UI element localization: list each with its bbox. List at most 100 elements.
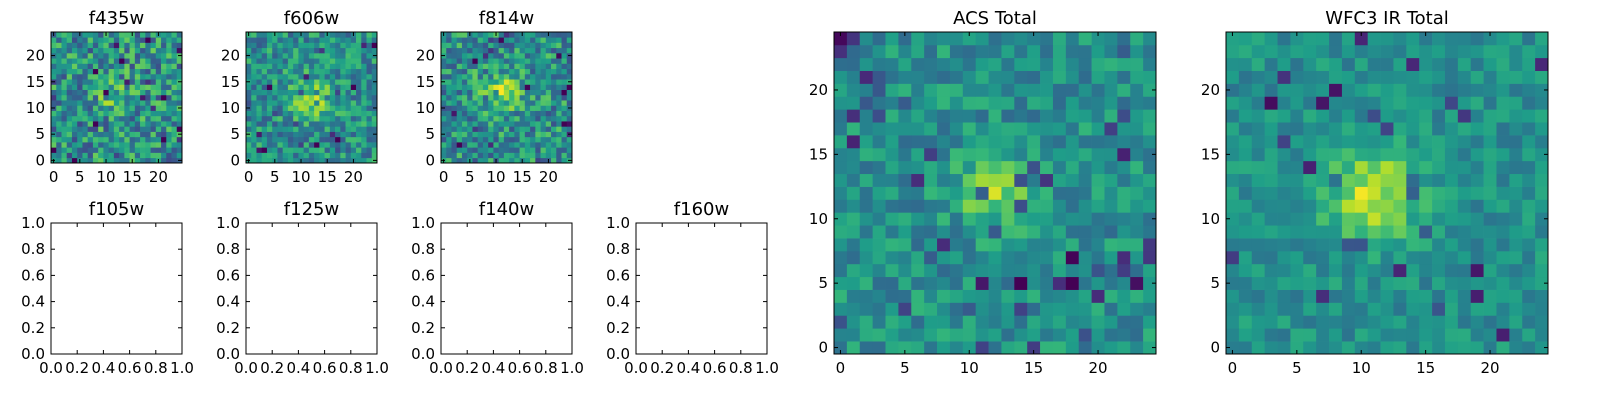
heatmap-cell: [108, 73, 115, 80]
heatmap-cell: [1522, 238, 1536, 252]
heatmap-cell: [1027, 341, 1041, 355]
heatmap-cell: [451, 105, 458, 111]
heatmap-cell: [140, 68, 146, 75]
heatmap-cell: [872, 302, 886, 316]
heatmap-cell: [140, 47, 146, 54]
heatmap-cell: [1104, 147, 1118, 162]
heatmap-cell: [155, 73, 162, 80]
heatmap-cell: [1091, 263, 1105, 278]
y-tick-label: 0.6: [411, 266, 435, 284]
heatmap-cell: [150, 79, 157, 85]
heatmap-cell: [498, 121, 505, 127]
heatmap-cell: [1130, 276, 1144, 290]
heatmap-cell: [66, 115, 73, 122]
heatmap-cell: [962, 238, 977, 252]
heatmap-cell: [350, 105, 357, 111]
heatmap-cell: [1027, 160, 1041, 175]
x-tick-label: 20: [1088, 359, 1107, 377]
heatmap-cell: [566, 121, 573, 127]
heatmap-cell: [519, 68, 526, 75]
heatmap-cell: [361, 105, 367, 111]
x-tick-label: 20: [344, 168, 363, 186]
axes-frame: [245, 222, 378, 355]
heatmap-cell: [566, 136, 573, 143]
heatmap-cell: [51, 121, 57, 127]
x-tick-label: 10: [291, 168, 310, 186]
heatmap-cell: [319, 100, 325, 106]
y-tick-label: 5: [230, 125, 240, 143]
heatmap-cell: [456, 84, 463, 90]
heatmap-cell: [87, 131, 94, 138]
heatmap-cell: [467, 142, 473, 148]
heatmap-cell: [282, 136, 289, 143]
heatmap-cell: [1341, 263, 1356, 278]
heatmap-cell: [885, 250, 899, 265]
heatmap-cell: [261, 121, 268, 127]
heatmap-cell: [561, 47, 568, 54]
heatmap-cell: [1432, 328, 1446, 342]
heatmap-cell: [246, 73, 252, 80]
heatmap-cell: [251, 131, 257, 138]
heatmap-cell: [446, 136, 452, 143]
heatmap-cell: [1226, 57, 1240, 71]
heatmap-cell: [366, 142, 373, 148]
heatmap-cell: [1052, 263, 1067, 278]
heatmap-cell: [1496, 250, 1510, 265]
heatmap-cell: [155, 126, 162, 132]
y-tick-label: 0: [35, 151, 45, 169]
heatmap-cell: [859, 328, 873, 342]
heatmap-cell: [1329, 32, 1343, 46]
heatmap-cell: [1065, 44, 1080, 59]
heatmap-cell: [266, 42, 273, 49]
heatmap-cell: [51, 126, 57, 132]
heatmap-cell: [493, 42, 499, 49]
heatmap-cell: [155, 105, 162, 111]
heatmap-cell: [77, 73, 83, 80]
heatmap-cell: [82, 63, 89, 70]
heatmap-cell: [298, 115, 304, 122]
heatmap-cell: [1052, 250, 1067, 265]
heatmap-cell: [561, 84, 568, 90]
heatmap-cell: [293, 84, 299, 90]
heatmap-cell: [1406, 122, 1420, 136]
heatmap-cell: [1432, 250, 1446, 265]
heatmap-cell: [540, 79, 547, 85]
heatmap-cell: [277, 100, 284, 106]
heatmap-cell: [261, 79, 268, 85]
heatmap-cell: [298, 63, 304, 70]
heatmap-cell: [1444, 302, 1459, 316]
heatmap-cell: [150, 100, 157, 106]
heatmap-cell: [477, 73, 484, 80]
heatmap-cell: [1226, 147, 1240, 162]
heatmap-cell: [846, 96, 861, 110]
heatmap-cell: [1432, 135, 1446, 149]
heatmap-cell: [461, 105, 468, 111]
heatmap-cell: [1496, 160, 1510, 175]
heatmap-cell: [272, 84, 278, 90]
heatmap-cell: [340, 52, 346, 59]
heatmap-cell: [287, 142, 294, 148]
heatmap-cell: [77, 94, 83, 101]
heatmap-cell: [467, 105, 473, 111]
heatmap-cell: [166, 115, 172, 122]
heatmap-cell: [366, 100, 373, 106]
heatmap-cell: [535, 63, 541, 70]
heatmap-cell: [1316, 212, 1330, 226]
heatmap-cell: [472, 58, 479, 64]
heatmap-cell: [1104, 328, 1118, 342]
heatmap-cell: [962, 135, 977, 149]
heatmap-cell: [66, 47, 73, 54]
heatmap-cell: [545, 37, 552, 43]
heatmap-cell: [87, 84, 94, 90]
heatmap-cell: [1354, 32, 1369, 46]
heatmap-cell: [467, 115, 473, 122]
heatmap-cell: [1522, 32, 1536, 46]
heatmap-cell: [446, 126, 452, 132]
heatmap-cell: [509, 94, 515, 101]
heatmap-cell: [498, 68, 505, 75]
heatmap-cell: [350, 89, 357, 96]
heatmap-cell: [1303, 341, 1317, 355]
heatmap-cell: [261, 94, 268, 101]
heatmap-cell: [77, 126, 83, 132]
